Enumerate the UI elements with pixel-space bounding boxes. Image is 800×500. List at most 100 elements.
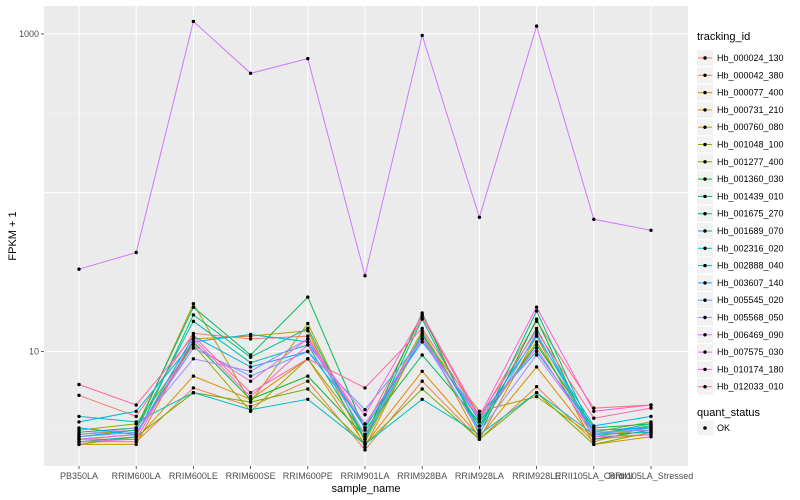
x-tick-label: RRII105LA_Stressed bbox=[609, 471, 694, 481]
x-tick-label: PB350LA bbox=[60, 471, 98, 481]
legend-label: Hb_000731_210 bbox=[717, 105, 784, 115]
data-point bbox=[191, 334, 196, 338]
data-point bbox=[534, 340, 539, 344]
data-point bbox=[534, 309, 539, 313]
data-point bbox=[248, 332, 253, 337]
data-point bbox=[363, 448, 367, 452]
data-point bbox=[534, 349, 539, 354]
data-point bbox=[248, 337, 253, 341]
data-point bbox=[248, 369, 253, 373]
data-point bbox=[420, 33, 424, 38]
data-point bbox=[592, 435, 596, 439]
data-point bbox=[534, 391, 539, 395]
data-point bbox=[363, 408, 367, 412]
y-tick-label: 1000 bbox=[19, 29, 39, 39]
data-point bbox=[477, 424, 482, 428]
legend-key-dot bbox=[703, 194, 707, 199]
data-point bbox=[420, 387, 424, 391]
data-point bbox=[649, 403, 653, 407]
legend-key-dot bbox=[703, 315, 707, 320]
data-point bbox=[420, 353, 424, 357]
data-point bbox=[363, 442, 367, 447]
data-point bbox=[248, 397, 253, 401]
data-point bbox=[534, 365, 539, 369]
data-point bbox=[77, 440, 81, 444]
legend-key-dot bbox=[703, 142, 707, 147]
data-point bbox=[420, 317, 424, 321]
legend-label: Hb_005568_050 bbox=[717, 313, 784, 323]
legend-label: Hb_012033_010 bbox=[717, 382, 784, 392]
data-point bbox=[248, 355, 253, 359]
legend-key-dot bbox=[703, 333, 707, 337]
data-point bbox=[477, 414, 482, 419]
x-tick-label: RRIM901LA bbox=[340, 471, 389, 481]
data-point bbox=[534, 346, 539, 350]
legend-label: Hb_000024_130 bbox=[717, 53, 784, 63]
data-point bbox=[191, 357, 196, 361]
data-point bbox=[592, 437, 596, 441]
legend-key-dot bbox=[703, 108, 707, 112]
data-point bbox=[306, 387, 310, 391]
legend-key-dot bbox=[703, 73, 707, 78]
data-point bbox=[77, 414, 81, 419]
quant-status-title: quant_status bbox=[697, 407, 760, 419]
y-axis-title: FPKM + 1 bbox=[7, 211, 19, 260]
data-point bbox=[306, 295, 310, 299]
data-point bbox=[306, 349, 310, 354]
legend-title: tracking_id bbox=[697, 31, 750, 43]
data-point bbox=[534, 343, 539, 347]
legend-key-dot bbox=[703, 212, 707, 216]
legend-key-dot bbox=[703, 246, 707, 250]
x-tick-label: RRIM928LA bbox=[455, 471, 504, 481]
data-point bbox=[420, 397, 424, 401]
data-point bbox=[77, 432, 81, 437]
data-point bbox=[592, 409, 596, 413]
x-tick-label: RRIM600PE bbox=[283, 471, 333, 481]
data-point bbox=[306, 329, 310, 333]
legend-label: Hb_001048_100 bbox=[717, 140, 784, 150]
data-point bbox=[477, 409, 482, 413]
legend-label: Hb_002316_020 bbox=[717, 243, 784, 253]
data-point bbox=[420, 313, 424, 317]
legend-label: Hb_001689_070 bbox=[717, 226, 784, 236]
data-point bbox=[477, 437, 482, 441]
data-point bbox=[191, 391, 196, 395]
data-point bbox=[248, 365, 253, 369]
data-point bbox=[592, 440, 596, 444]
data-point bbox=[363, 440, 367, 444]
data-point bbox=[420, 379, 424, 383]
data-point bbox=[534, 334, 539, 338]
data-point bbox=[649, 414, 653, 419]
legend-label: Hb_007575_030 bbox=[717, 347, 784, 357]
data-point bbox=[420, 326, 424, 330]
data-point bbox=[77, 442, 81, 447]
x-axis-title: sample_name bbox=[331, 483, 400, 495]
x-tick-label: RRII105LA_Control bbox=[555, 471, 633, 481]
data-point bbox=[191, 386, 196, 390]
legend-label: Hb_001439_010 bbox=[717, 191, 784, 201]
data-point bbox=[534, 305, 539, 309]
x-axis: PB350LA RRIM600LA RRIM600LE RRIM600SE RRIM60… bbox=[60, 466, 693, 481]
data-point bbox=[649, 422, 653, 426]
data-point bbox=[534, 394, 539, 399]
data-point bbox=[191, 343, 196, 347]
data-point bbox=[191, 374, 196, 378]
data-point bbox=[649, 228, 653, 232]
data-point bbox=[191, 302, 196, 306]
data-point bbox=[477, 215, 482, 219]
data-point bbox=[134, 440, 138, 444]
data-point bbox=[534, 331, 539, 336]
data-point bbox=[77, 393, 81, 397]
data-point bbox=[306, 337, 310, 341]
data-point bbox=[77, 267, 81, 271]
data-point bbox=[134, 420, 138, 424]
data-point bbox=[306, 321, 310, 326]
data-point bbox=[592, 424, 596, 428]
data-point bbox=[191, 19, 196, 24]
data-point bbox=[420, 369, 424, 373]
data-point bbox=[134, 432, 138, 437]
data-point bbox=[77, 382, 81, 387]
data-point bbox=[191, 346, 196, 350]
legend-key-dot bbox=[703, 281, 707, 285]
legend-label: Hb_001675_270 bbox=[717, 209, 784, 219]
